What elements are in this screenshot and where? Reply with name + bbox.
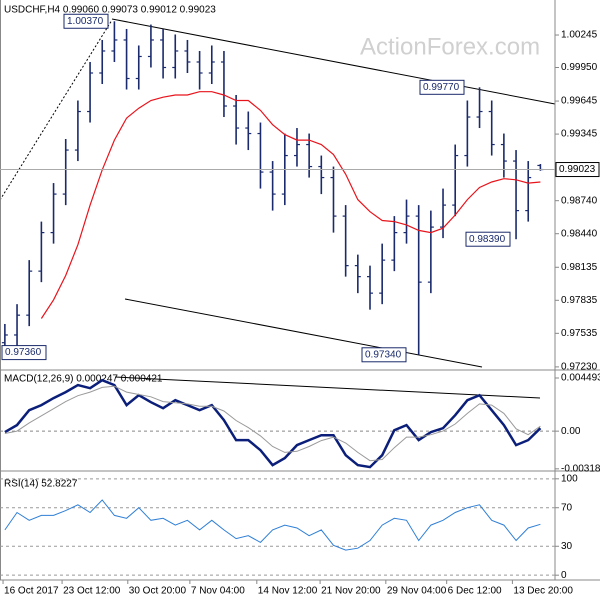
- y-tick-label: 0.97230: [561, 362, 598, 373]
- y-tick-label: 1.00245: [561, 30, 598, 41]
- annotation-box: [419, 79, 465, 95]
- y-tick-label: 0.99645: [561, 96, 598, 107]
- annotation-box: [1, 345, 47, 361]
- y-tick-label: 30: [561, 541, 573, 552]
- y-tick-label: 0.004493: [561, 373, 600, 384]
- panel-title: USDCHF,H4 0.99060 0.99073 0.99012 0.9902…: [4, 5, 216, 16]
- y-tick-label: 0.98740: [561, 195, 598, 206]
- y-tick-label: 100: [561, 473, 578, 484]
- y-tick-label: 0.00: [561, 426, 581, 437]
- panel-title: MACD(12,26,9) 0.000247 0.000421: [4, 374, 163, 385]
- y-tick-label: 0.97535: [561, 328, 598, 339]
- upper-trendline: [111, 18, 556, 105]
- x-tick-label: 13 Dec 20:00: [513, 586, 573, 597]
- x-tick-label: 6 Dec 12:00: [448, 586, 502, 597]
- x-tick-label: 21 Nov 20:00: [321, 586, 381, 597]
- price-label: 0.99023: [559, 164, 596, 175]
- annotation-label: 0.98390: [469, 234, 506, 245]
- annotation-box: [361, 347, 407, 363]
- moving-average: [40, 91, 541, 319]
- price-label-box: [555, 162, 600, 178]
- y-tick-label: 0.97835: [561, 295, 598, 306]
- annotation-label: 1.00370: [67, 16, 104, 27]
- x-tick-label: 29 Nov 04:00: [387, 586, 447, 597]
- macd-trendline: [114, 376, 541, 399]
- x-tick-label: 16 Oct 2017: [4, 586, 59, 597]
- y-tick-label: 0.99950: [561, 62, 598, 73]
- panel-title: RSI(14) 52.8227: [4, 479, 78, 490]
- y-tick-label: -0.003186: [561, 463, 600, 474]
- annotation-label: 0.99770: [423, 82, 460, 93]
- y-tick-label: 0.98135: [561, 262, 598, 273]
- y-tick-label: 0.99345: [561, 129, 598, 140]
- watermark: ActionForex.com: [360, 33, 540, 60]
- y-tick-label: 70: [561, 502, 573, 513]
- indicator-line: [4, 378, 542, 469]
- x-tick-label: 7 Nov 04:00: [191, 586, 245, 597]
- x-tick-label: 30 Oct 20:00: [129, 586, 187, 597]
- annotation-label: 0.97360: [5, 347, 42, 358]
- indicator-line: [4, 385, 541, 462]
- dotted-trendline: [0, 19, 113, 201]
- y-tick-label: 0: [561, 570, 567, 581]
- x-tick-label: 14 Nov 12:00: [258, 586, 318, 597]
- indicator-line: [4, 499, 541, 551]
- annotation-box: [465, 231, 511, 247]
- y-tick-label: 0.98440: [561, 228, 598, 239]
- lower-trendline: [124, 298, 483, 368]
- x-tick-label: 23 Oct 12:00: [63, 586, 121, 597]
- annotation-box: [63, 13, 109, 29]
- annotation-label: 0.97340: [365, 349, 402, 360]
